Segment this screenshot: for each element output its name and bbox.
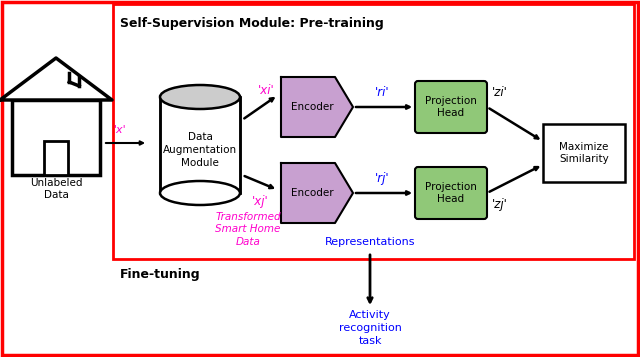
Polygon shape [281, 77, 353, 137]
Text: Transformed
Smart Home
Data: Transformed Smart Home Data [215, 212, 281, 247]
Text: Fine-tuning: Fine-tuning [120, 268, 200, 281]
Text: Self-Supervision Module: Pre-training: Self-Supervision Module: Pre-training [120, 17, 384, 30]
Text: Encoder: Encoder [291, 102, 333, 112]
Text: 'xj': 'xj' [252, 195, 269, 208]
FancyBboxPatch shape [44, 141, 68, 175]
Text: 'rj': 'rj' [374, 172, 389, 185]
Polygon shape [0, 58, 112, 100]
Polygon shape [281, 163, 353, 223]
Text: 'zj': 'zj' [492, 198, 508, 211]
FancyBboxPatch shape [12, 100, 100, 175]
Text: Encoder: Encoder [291, 188, 333, 198]
Text: 'xi': 'xi' [258, 84, 275, 97]
Text: 'ri': 'ri' [374, 86, 389, 99]
Text: Activity
recognition
task: Activity recognition task [339, 310, 401, 346]
Text: 'zi': 'zi' [492, 86, 508, 99]
FancyBboxPatch shape [543, 124, 625, 182]
Ellipse shape [160, 181, 240, 205]
Text: Projection
Head: Projection Head [425, 96, 477, 118]
Text: Projection
Head: Projection Head [425, 182, 477, 204]
Text: Unlabeled
Data: Unlabeled Data [29, 178, 83, 200]
FancyBboxPatch shape [415, 81, 487, 133]
Ellipse shape [160, 85, 240, 109]
FancyBboxPatch shape [113, 4, 634, 259]
Text: Maximize
Similarity: Maximize Similarity [559, 142, 609, 164]
Text: 'x': 'x' [114, 125, 126, 135]
FancyBboxPatch shape [160, 97, 240, 193]
FancyBboxPatch shape [415, 167, 487, 219]
Text: Data
Augmentation
Module: Data Augmentation Module [163, 132, 237, 168]
Text: Representations: Representations [324, 237, 415, 247]
